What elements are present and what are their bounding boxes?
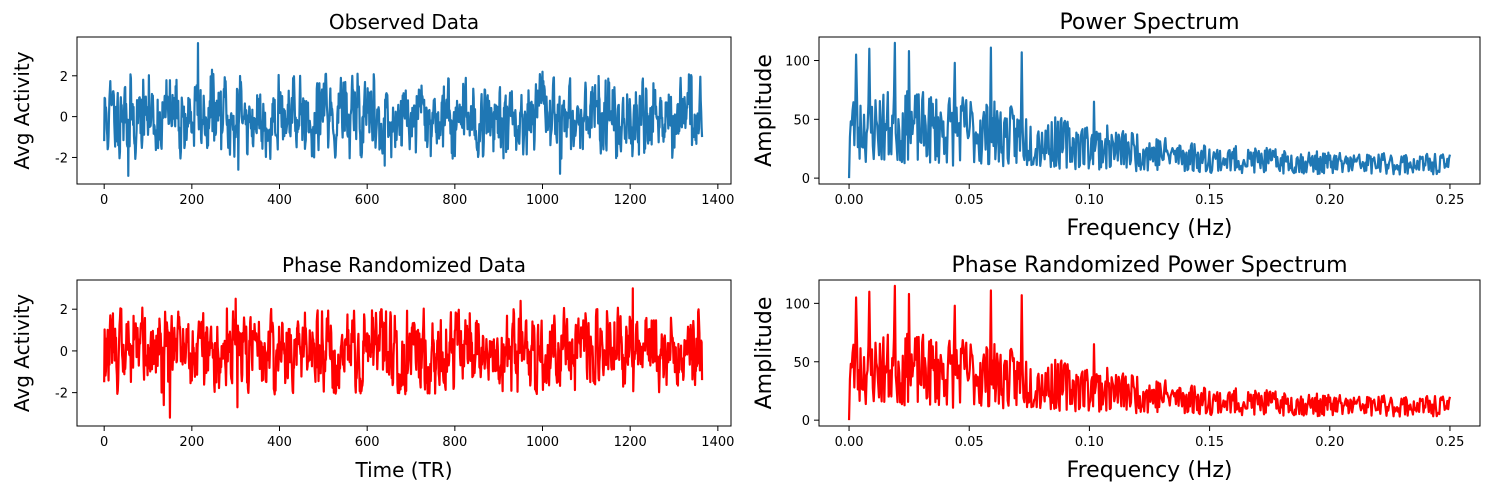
x-tick-label: 0.10 [1075, 435, 1104, 450]
y-axis-label: Amplitude [752, 297, 777, 410]
y-tick-label: -2 [55, 151, 68, 166]
x-tick-label: 0.00 [835, 193, 864, 208]
x-tick-label: 0.15 [1195, 435, 1224, 450]
y-axis-label: Avg Activity [10, 294, 34, 412]
chart-title: Phase Randomized Data [282, 253, 526, 277]
x-axis-label: Frequency (Hz) [1067, 458, 1233, 483]
x-tick-label: 0.25 [1435, 193, 1464, 208]
x-tick-label: 200 [179, 435, 204, 450]
chart-title: Power Spectrum [1059, 10, 1239, 35]
x-tick-label: 0.15 [1195, 193, 1224, 208]
axes-frame [76, 279, 732, 427]
y-axis-label: Avg Activity [10, 51, 34, 169]
x-tick-label: 400 [267, 435, 292, 450]
x-tick-label: 0 [100, 435, 108, 450]
x-tick-label: 0.20 [1315, 435, 1344, 450]
x-tick-label: 600 [355, 435, 380, 450]
x-tick-label: 1000 [526, 193, 559, 208]
chart-title: Phase Randomized Power Spectrum [951, 253, 1347, 278]
y-tick-label: 100 [785, 55, 810, 70]
chart-panel-4: 0.00 0.05 0.10 0.15 0.20 0.25 0 50 100 Phase Rand… [752, 253, 1481, 483]
series-line-1 [847, 284, 1452, 421]
x-tick-label: 1000 [526, 435, 559, 450]
x-tick-label: 0 [100, 193, 108, 208]
chart-title: Observed Data [329, 10, 479, 34]
x-tick-label: 0.10 [1075, 193, 1104, 208]
y-tick-label: 100 [785, 297, 810, 312]
x-tick-label: 800 [442, 193, 467, 208]
x-tick-label: 0.00 [835, 435, 864, 450]
x-tick-label: 1400 [701, 193, 734, 208]
y-axis-label: Amplitude [752, 54, 777, 167]
y-tick-label: 2 [60, 70, 68, 85]
y-tick-label: 0 [802, 172, 810, 187]
x-tick-label: 0.05 [955, 435, 984, 450]
chart-panel-1: 0 200 400 600 800 1000 1200 1400 -2 0 2 Observed Da… [10, 10, 734, 208]
x-tick-label: 0.05 [955, 193, 984, 208]
chart-panel-2: 0.00 0.05 0.10 0.15 0.20 0.25 0 50 100 Power Spec… [752, 10, 1481, 241]
axes-frame [76, 36, 732, 185]
x-tick-label: 800 [442, 435, 467, 450]
y-tick-label: 2 [60, 303, 68, 318]
x-tick-label: 600 [355, 193, 380, 208]
series-line-1 [103, 287, 704, 419]
series-line-1 [103, 42, 704, 177]
x-tick-label: 1400 [701, 435, 734, 450]
y-tick-label: 50 [793, 113, 810, 128]
chart-panel-3: 0 200 400 600 800 1000 1200 1400 -2 0 2 Phase Rando… [10, 253, 734, 482]
x-tick-label: 200 [179, 193, 204, 208]
series-line-1 [847, 41, 1452, 179]
x-tick-label: 0.25 [1435, 435, 1464, 450]
axes-frame [818, 279, 1481, 427]
x-tick-label: 400 [267, 193, 292, 208]
x-axis-label: Time (TR) [354, 458, 452, 482]
y-tick-label: 0 [60, 345, 68, 360]
x-tick-label: 0.20 [1315, 193, 1344, 208]
y-tick-label: -2 [55, 387, 68, 402]
x-tick-label: 1200 [614, 193, 647, 208]
x-tick-label: 1200 [614, 435, 647, 450]
y-tick-label: 0 [802, 414, 810, 429]
axes-frame [818, 36, 1481, 185]
y-tick-label: 0 [60, 111, 68, 126]
x-axis-label: Frequency (Hz) [1067, 216, 1233, 241]
y-tick-label: 50 [793, 356, 810, 371]
